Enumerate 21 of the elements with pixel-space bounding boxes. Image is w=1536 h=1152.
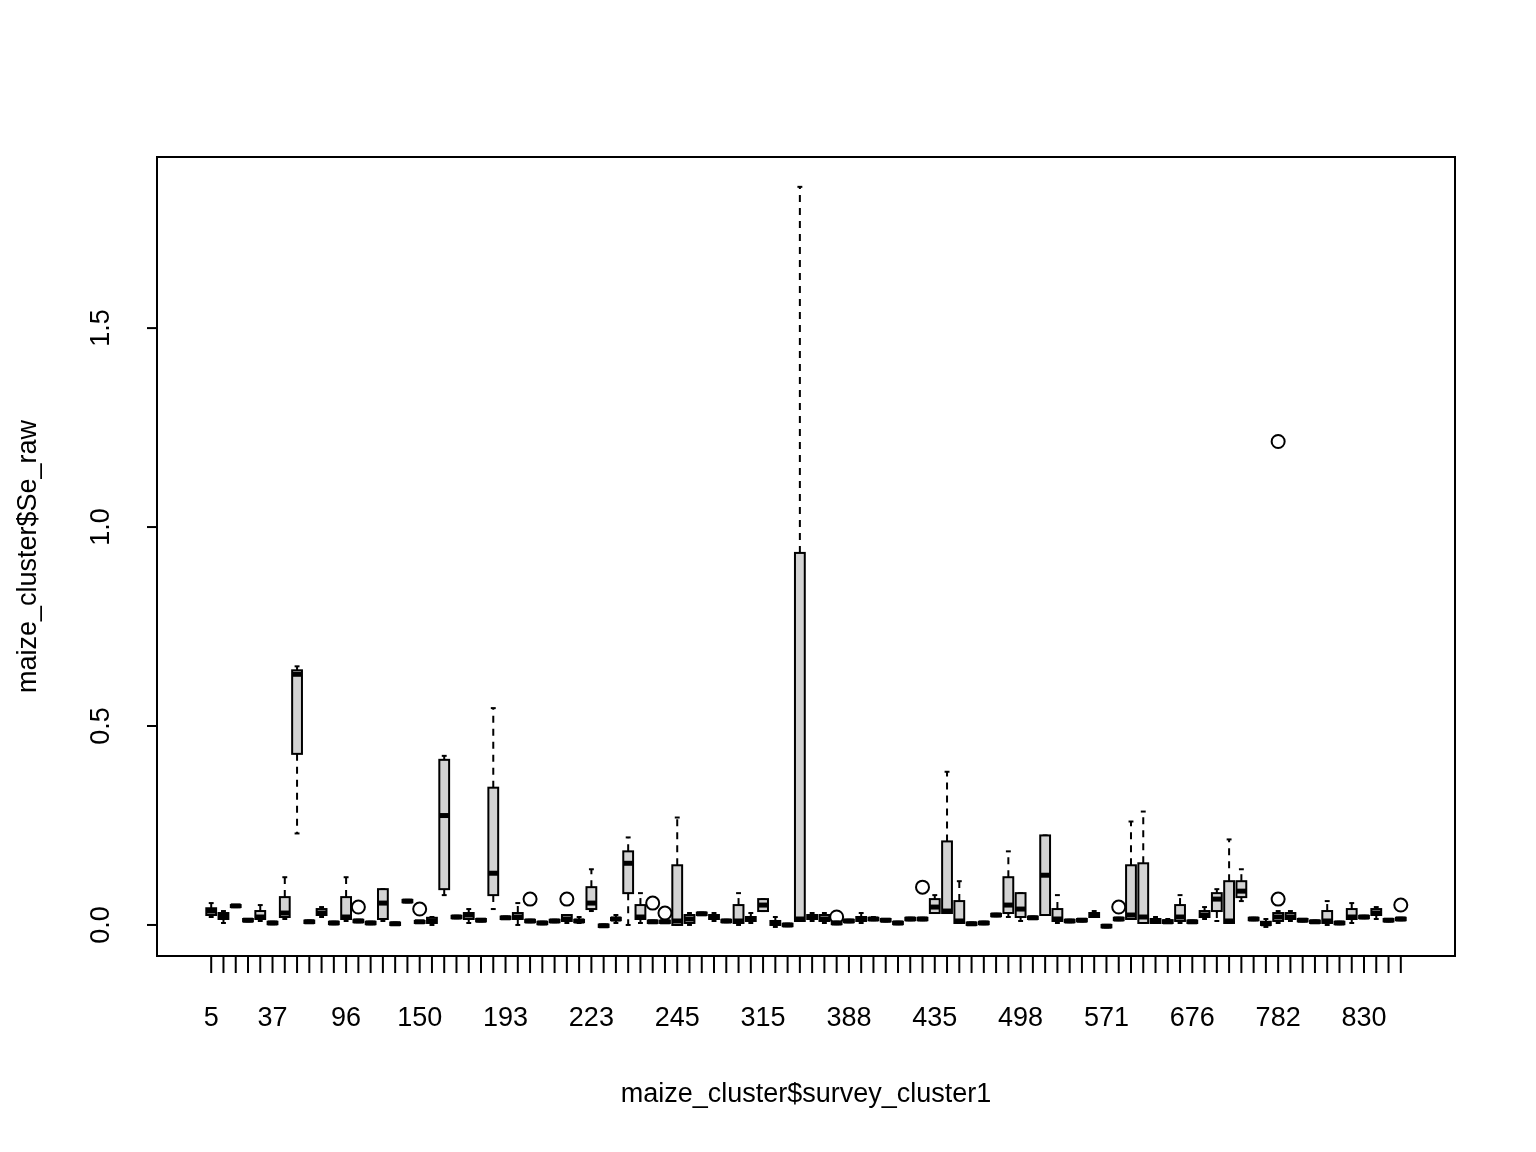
x-tick-label: 782 <box>1255 1002 1301 1032</box>
x-tick-label: 830 <box>1341 1002 1387 1032</box>
x-tick-label: 193 <box>483 1002 529 1032</box>
x-tick-label: 245 <box>654 1002 700 1032</box>
x-tick-label: 435 <box>912 1002 958 1032</box>
x-tick-label: 150 <box>397 1002 443 1032</box>
y-tick-label: 0.5 <box>85 707 115 745</box>
x-tick-label: 5 <box>203 1002 219 1032</box>
x-tick-label: 315 <box>740 1002 786 1032</box>
x-tick-label: 676 <box>1169 1002 1215 1032</box>
x-tick-label: 37 <box>257 1002 288 1032</box>
x-tick-label: 223 <box>568 1002 614 1032</box>
x-tick-label: 571 <box>1083 1002 1129 1032</box>
y-axis-title: maize_cluster$Se_raw <box>12 419 42 694</box>
x-tick-label: 388 <box>826 1002 872 1032</box>
x-axis-title: maize_cluster$survey_cluster1 <box>620 1078 992 1108</box>
x-tick-label: 498 <box>998 1002 1044 1032</box>
x-tick-label: 96 <box>331 1002 362 1032</box>
y-tick-label: 1.0 <box>85 508 115 546</box>
y-tick-label: 0.0 <box>85 906 115 944</box>
y-tick-label: 1.5 <box>85 309 115 347</box>
